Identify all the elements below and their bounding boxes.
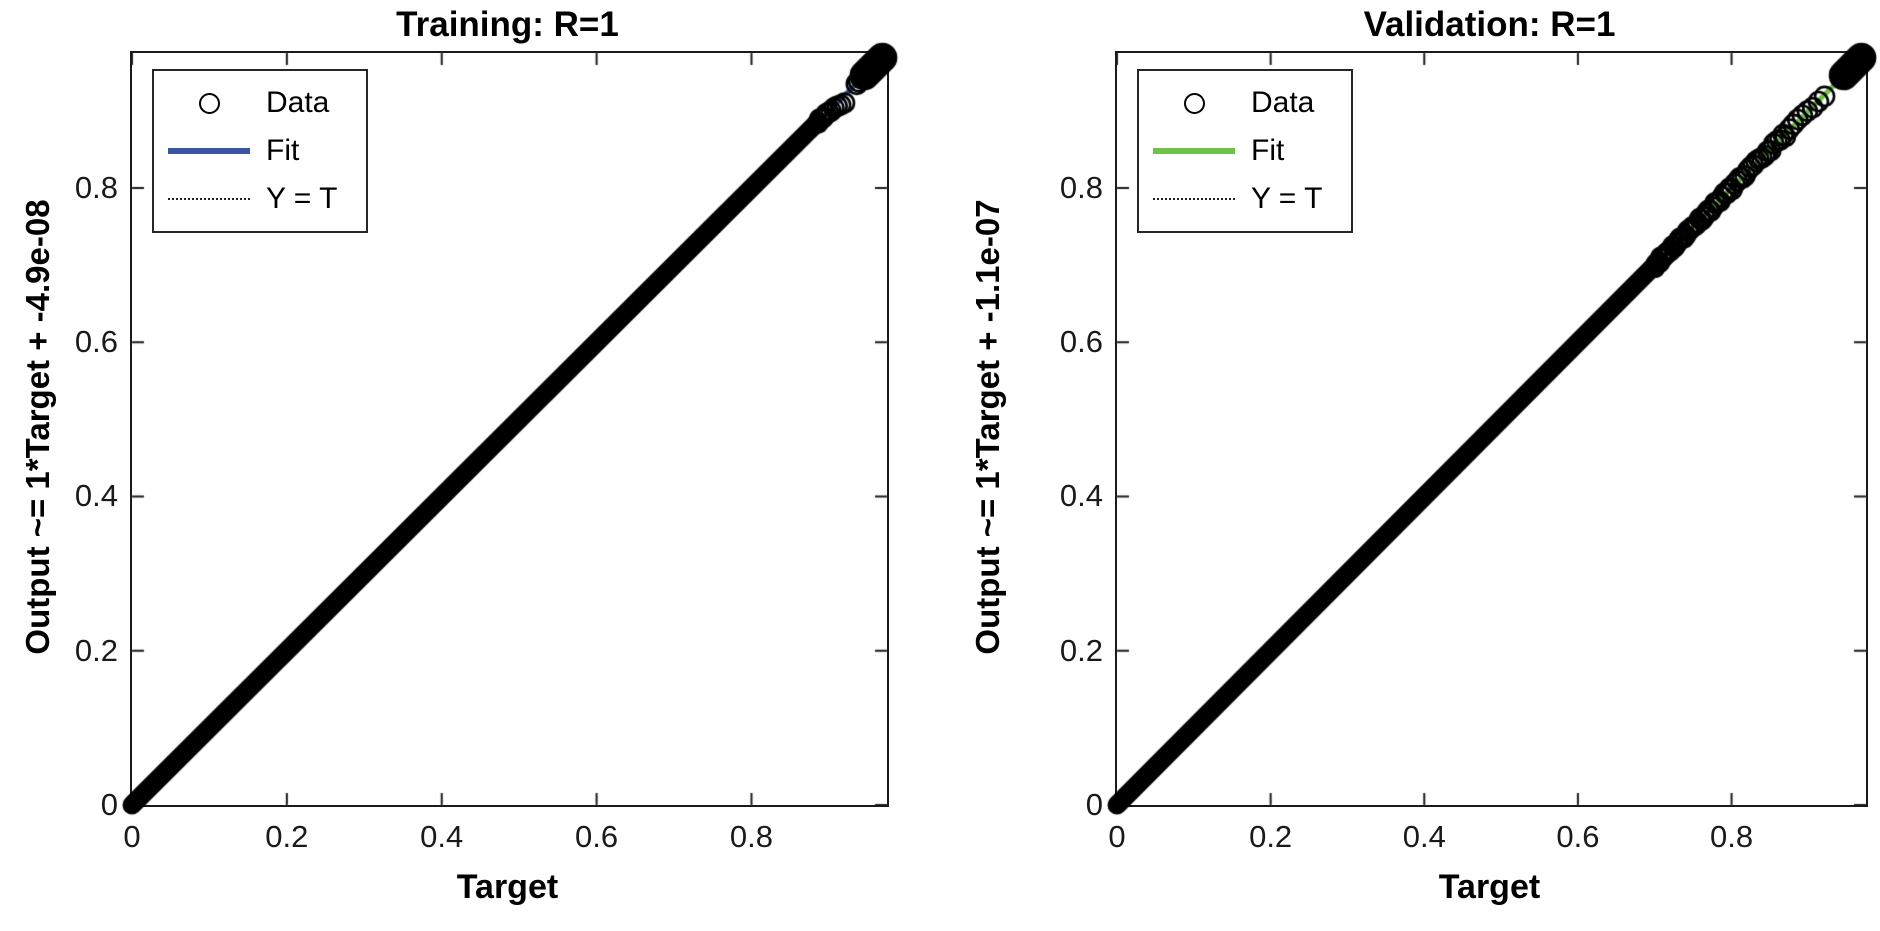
y-tick-label: 0 — [100, 787, 118, 822]
x-tick-label: 0.2 — [265, 819, 309, 854]
x-tick-label: 0.8 — [729, 819, 774, 854]
x-tick-label: 0 — [123, 819, 141, 854]
legend-label: Fit — [1251, 134, 1285, 167]
validation-axes-box: Data Fit Y = T — [1101, 37, 1880, 821]
validation-legend: Data Fit Y = T — [1137, 69, 1353, 233]
legend-entry-fit: Fit — [154, 127, 366, 175]
legend-entry-data: Data — [1139, 79, 1351, 127]
legend-entry-yt: Y = T — [154, 175, 366, 223]
y-tick-label: 0.6 — [1059, 324, 1103, 360]
legend-entry-fit: Fit — [1139, 127, 1351, 175]
training-y-axis-label: Output ~= 1*Target + -4.9e-08 — [19, 199, 56, 655]
y-tick-label: 0.8 — [1059, 169, 1103, 205]
legend-label: Y = T — [266, 182, 338, 215]
y-tick-label: 0.2 — [74, 632, 118, 668]
x-tick-label: 0.2 — [1249, 819, 1293, 854]
legend-label: Data — [1251, 86, 1315, 119]
x-tick-label: 0.6 — [1556, 819, 1600, 854]
y-tick-label: 0.8 — [74, 169, 118, 205]
identity-line-icon — [168, 198, 250, 200]
x-tick-label: 0 — [1108, 819, 1126, 854]
y-tick-label: 0.4 — [74, 478, 118, 514]
y-tick-label: 0.4 — [1059, 478, 1103, 514]
fit-line-icon — [168, 148, 250, 154]
y-tick-label: 0.2 — [1059, 632, 1103, 668]
fit-line-icon — [1153, 148, 1235, 154]
x-tick-label: 0.6 — [575, 819, 619, 854]
validation-x-axis-label: Target — [1438, 868, 1541, 906]
training-x-axis-label: Target — [456, 868, 559, 906]
data-marker-icon — [1183, 92, 1205, 114]
x-tick-label: 0.4 — [420, 819, 464, 854]
legend-label: Fit — [266, 134, 300, 167]
training-legend: Data Fit Y = T — [152, 69, 368, 233]
legend-entry-data: Data — [154, 79, 366, 127]
legend-entry-yt: Y = T — [1139, 175, 1351, 223]
x-tick-label: 0.8 — [1710, 819, 1754, 854]
validation-y-axis-label: Output ~= 1*Target + -1.1e-07 — [969, 199, 1006, 655]
y-tick-label: 0.6 — [74, 324, 118, 360]
training-axes-box: Data Fit Y = T — [116, 37, 903, 821]
data-marker-icon — [198, 92, 220, 114]
x-tick-label: 0.4 — [1402, 819, 1446, 854]
identity-line-icon — [1153, 198, 1235, 200]
legend-label: Data — [266, 86, 330, 119]
legend-label: Y = T — [1251, 182, 1323, 215]
y-tick-label: 0 — [1085, 787, 1103, 822]
